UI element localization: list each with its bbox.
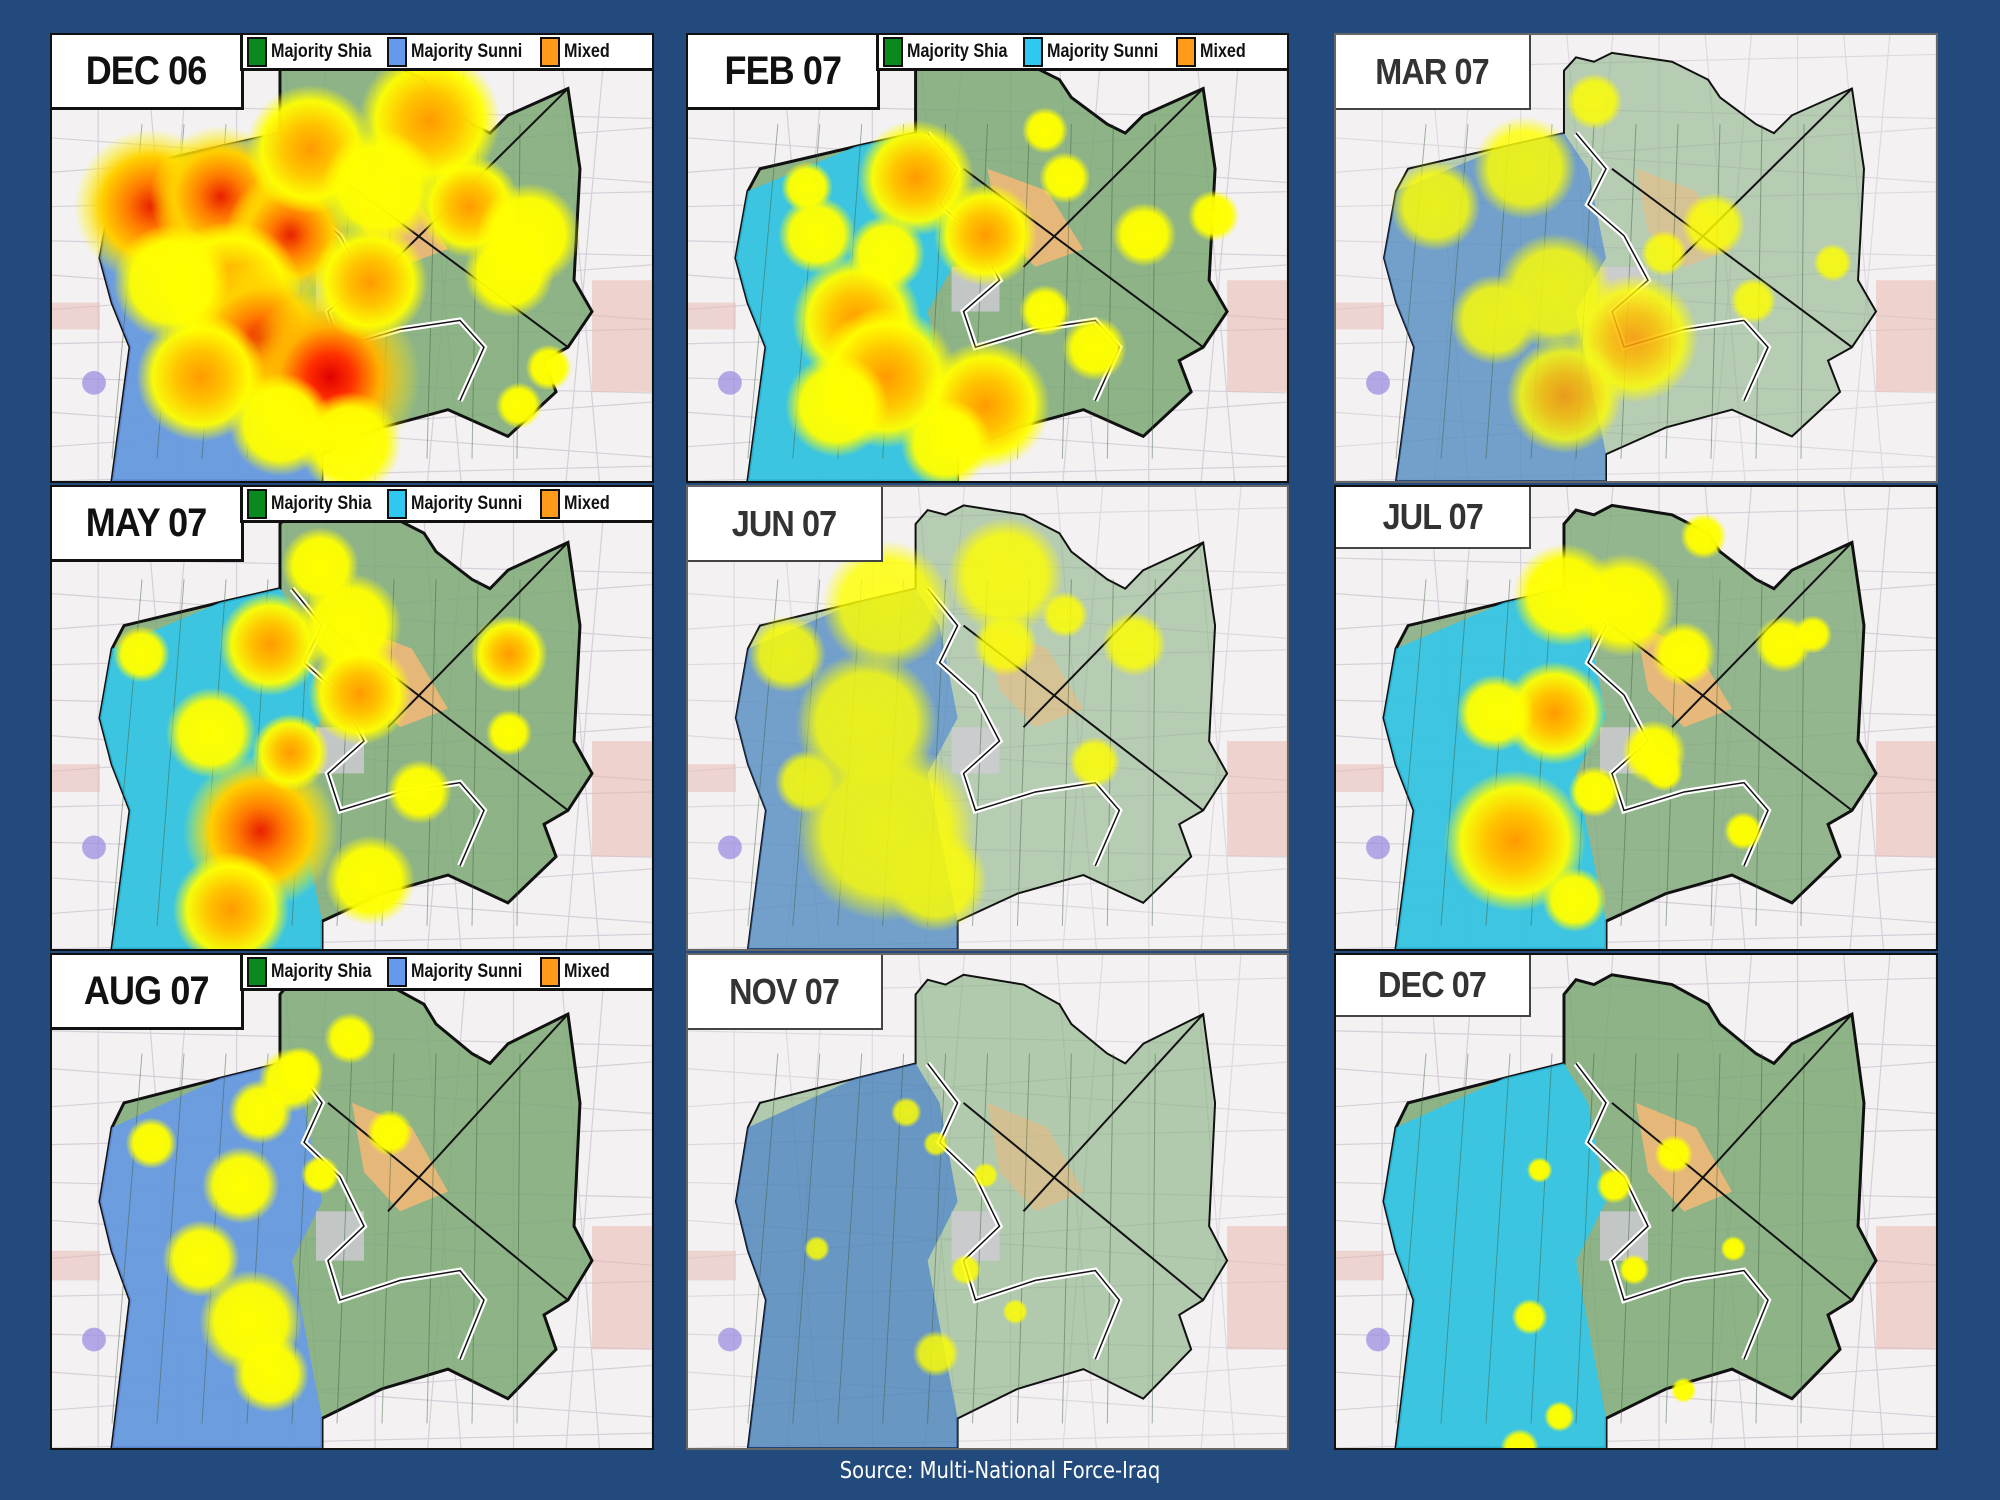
legend-swatch-shia <box>247 36 267 67</box>
legend-label-sunni: Majority Sunni <box>411 960 523 982</box>
legend-item-mixed: Mixed <box>1172 35 1248 68</box>
legend-label-sunni: Majority Sunni <box>1047 40 1159 62</box>
violence-heat-overlay <box>125 1012 413 1413</box>
baghdad-map-mar07 <box>1336 35 1936 481</box>
map-panel-jun07: JUN 07 <box>686 485 1289 951</box>
map-panel-may07: MAY 07 Majority Shia Majority Sunni Mixed <box>50 485 654 951</box>
legend-swatch-mixed <box>540 488 561 519</box>
panel-date-label: NOV 07 <box>729 970 841 1012</box>
panel-date-label: DEC 07 <box>1378 964 1487 1005</box>
legend-label-sunni: Majority Sunni <box>411 492 523 514</box>
violence-heat-overlay <box>1443 512 1833 933</box>
legend-item-mixed: Mixed <box>536 35 612 68</box>
panel-title-box: JUN 07 <box>688 487 883 562</box>
legend-label-sunni: Majority Sunni <box>411 40 523 62</box>
legend-swatch-sunni <box>1023 36 1044 67</box>
legend-label-mixed: Mixed <box>564 492 610 514</box>
baghdad-map-jun07 <box>688 487 1287 949</box>
sect-legend: Majority Shia Majority Sunni Mixed <box>240 487 652 523</box>
map-panel-nov07: NOV 07 <box>686 953 1289 1450</box>
map-panel-jul07: JUL 07 <box>1334 485 1938 951</box>
panel-title-box: DEC 06 <box>52 35 244 110</box>
baghdad-map-nov07 <box>688 955 1287 1448</box>
legend-swatch-shia <box>247 956 267 987</box>
legend-label-mixed: Mixed <box>564 960 610 982</box>
sect-legend: Majority Shia Majority Sunni Mixed <box>240 955 652 991</box>
legend-item-shia: Majority Shia <box>243 487 383 520</box>
panel-title-box: DEC 07 <box>1336 955 1531 1017</box>
map-panel-feb07: FEB 07 Majority Shia Majority Sunni Mixed <box>686 33 1289 483</box>
legend-item-sunni: Majority Sunni <box>383 955 536 988</box>
legend-label-mixed: Mixed <box>564 40 610 62</box>
legend-swatch-mixed <box>1176 36 1197 67</box>
legend-swatch-shia <box>883 36 903 67</box>
baghdad-map-dec06 <box>52 35 652 481</box>
violence-heat-overlay <box>748 517 1167 932</box>
legend-item-sunni: Majority Sunni <box>1019 35 1172 68</box>
legend-swatch-mixed <box>540 956 561 987</box>
source-caption: Source: Multi-National Force-Iraq <box>839 1458 1161 1484</box>
panel-title-box: MAR 07 <box>1336 35 1531 110</box>
legend-item-mixed: Mixed <box>536 955 612 988</box>
baghdad-map-may07 <box>52 487 652 949</box>
map-panel-mar07: MAR 07 <box>1334 33 1938 483</box>
panel-title-box: FEB 07 <box>688 35 880 110</box>
legend-label-shia: Majority Shia <box>271 960 372 982</box>
legend-label-shia: Majority Shia <box>271 492 372 514</box>
legend-label-shia: Majority Shia <box>907 40 1008 62</box>
baghdad-map-jul07 <box>1336 487 1936 949</box>
panel-title-box: AUG 07 <box>52 955 244 1030</box>
panel-title-box: MAY 07 <box>52 487 244 562</box>
baghdad-map-dec07 <box>1336 955 1936 1448</box>
legend-swatch-shia <box>247 488 267 519</box>
panel-date-label: DEC 06 <box>86 48 208 93</box>
panel-date-label: JUL 07 <box>1382 496 1483 537</box>
violence-heat-overlay <box>778 107 1240 481</box>
panel-date-label: FEB 07 <box>724 48 842 93</box>
panel-date-label: JUN 07 <box>732 502 837 544</box>
legend-item-sunni: Majority Sunni <box>383 35 536 68</box>
legend-label-mixed: Mixed <box>1200 40 1246 62</box>
violence-heat-overlay <box>112 527 548 949</box>
violence-heat-overlay <box>1390 73 1853 454</box>
legend-swatch-mixed <box>540 36 561 67</box>
violence-heat-overlay <box>73 49 581 481</box>
legend-item-shia: Majority Shia <box>243 955 383 988</box>
panel-date-label: MAR 07 <box>1375 50 1490 92</box>
panel-date-label: AUG 07 <box>84 968 210 1013</box>
legend-swatch-sunni <box>387 36 408 67</box>
legend-item-sunni: Majority Sunni <box>383 487 536 520</box>
legend-swatch-sunni <box>387 956 408 987</box>
map-panel-dec06: DEC 06 Majority Shia Majority Sunni Mixed <box>50 33 654 483</box>
baghdad-map-feb07 <box>688 35 1287 481</box>
sect-legend: Majority Shia Majority Sunni Mixed <box>876 35 1287 71</box>
baghdad-map-aug07 <box>52 955 652 1448</box>
sect-legend: Majority Shia Majority Sunni Mixed <box>240 35 652 71</box>
legend-item-shia: Majority Shia <box>879 35 1019 68</box>
panel-title-box: JUL 07 <box>1336 487 1531 549</box>
legend-label-shia: Majority Shia <box>271 40 372 62</box>
map-panel-dec07: DEC 07 <box>1334 953 1938 1450</box>
legend-swatch-sunni <box>387 488 408 519</box>
violence-heat-overlay <box>1500 1134 1747 1448</box>
map-panel-aug07: AUG 07 Majority Shia Majority Sunni Mixed <box>50 953 654 1450</box>
legend-item-mixed: Mixed <box>536 487 612 520</box>
panel-date-label: MAY 07 <box>86 500 208 545</box>
violence-heat-overlay <box>804 1096 1029 1377</box>
panel-title-box: NOV 07 <box>688 955 883 1030</box>
legend-item-shia: Majority Shia <box>243 35 383 68</box>
